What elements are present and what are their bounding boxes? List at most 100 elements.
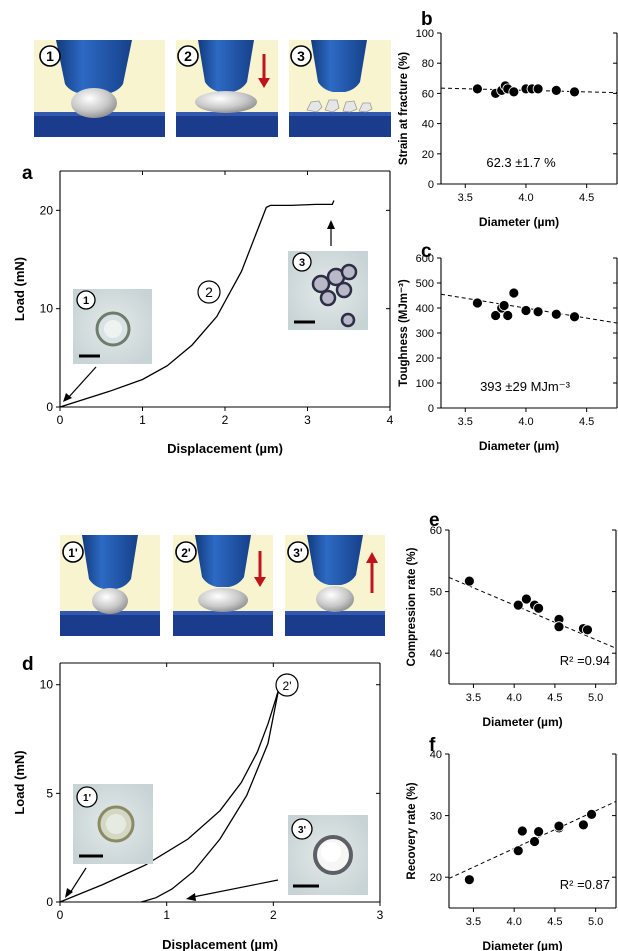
chart-d: 0 1 2 3 0 5 10 Displacement (µm) Load (mN) xyxy=(12,662,384,951)
x-tick-label: 5.0 xyxy=(588,916,603,928)
y-axis-label: Load (mN) xyxy=(12,257,27,321)
micrograph-inset-1: 1 xyxy=(73,289,152,364)
x-tick-label: 4.5 xyxy=(547,692,562,704)
y-tick-label: 0 xyxy=(46,400,53,414)
data-point xyxy=(463,575,475,587)
inset-label: 3 xyxy=(299,257,305,269)
y-tick-label: 40 xyxy=(430,749,442,761)
step-label: 2 xyxy=(184,48,192,64)
x-axis-label: Diameter (µm) xyxy=(482,715,562,729)
arrow-icon xyxy=(327,220,335,229)
x-tick-label: 0 xyxy=(57,413,64,427)
inset-label: 3' xyxy=(298,825,306,836)
x-tick-label: 4.5 xyxy=(547,916,562,928)
inset-label: 1 xyxy=(83,295,89,307)
up-arrow-icon xyxy=(366,552,378,563)
annotation-text: 62.3 ±1.7 % xyxy=(486,155,556,170)
x-axis-label: Displacement (µm) xyxy=(162,937,278,951)
indenter-tip xyxy=(56,40,132,94)
x-axis-label: Diameter (µm) xyxy=(479,215,559,229)
fragments xyxy=(306,99,373,113)
y-tick-label: 60 xyxy=(430,525,442,537)
x-tick-label: 3.5 xyxy=(466,916,481,928)
y-tick-label: 40 xyxy=(422,119,434,131)
data-point xyxy=(516,825,528,837)
y-tick-label: 300 xyxy=(416,328,434,340)
compressed-sphere xyxy=(195,91,257,113)
series-line-0 xyxy=(59,200,335,408)
data-point xyxy=(578,819,589,831)
x-tick-label: 3 xyxy=(304,413,311,427)
down-arrow-icon xyxy=(254,577,266,587)
data-point xyxy=(550,308,562,320)
panel-label-a: a xyxy=(22,163,33,184)
y-tick-label: 20 xyxy=(40,203,54,217)
x-tick-label: 3.5 xyxy=(458,416,473,428)
x-axis-label: Diameter (µm) xyxy=(482,939,562,951)
x-tick-label: 2 xyxy=(270,908,277,922)
panel-label-e: e xyxy=(429,510,440,531)
series-line-0 xyxy=(59,688,280,903)
y-axis-label: Compression rate (%) xyxy=(406,547,418,666)
y-tick-label: 40 xyxy=(430,648,442,660)
annotation-text: 393 ±29 MJm⁻³ xyxy=(480,379,571,394)
x-tick-label: 4.0 xyxy=(507,916,522,928)
x-tick-label: 0 xyxy=(57,908,64,922)
x-tick-label: 2 xyxy=(222,413,229,427)
x-tick-label: 4 xyxy=(387,413,394,427)
step-label: 1 xyxy=(46,48,54,64)
schematic-top: 1 2 3 xyxy=(34,40,391,137)
panel-label-c: c xyxy=(421,241,432,262)
x-tick-label: 5.0 xyxy=(588,692,603,704)
y-tick-label: 5 xyxy=(46,786,53,800)
x-tick-label: 1 xyxy=(139,413,146,427)
data-point xyxy=(533,826,545,838)
schematic-bottom: 1' 2' 3' xyxy=(60,535,385,636)
down-arrow-icon xyxy=(258,78,270,88)
panel-label-b: b xyxy=(421,9,433,30)
curve-annotation: 2 xyxy=(205,284,213,300)
chart-b: 3.5 4.0 4.5 0 20 40 60 80 100 Diameter (µm) Strain… xyxy=(398,28,618,229)
micrograph-inset-1p: 1' xyxy=(73,784,153,864)
x-tick-label: 4.0 xyxy=(507,692,522,704)
data-point xyxy=(520,593,532,605)
curve-annotation: 2' xyxy=(283,679,292,693)
data-point xyxy=(529,836,540,847)
data-point xyxy=(472,83,483,95)
schematic-step-1p: 1' xyxy=(60,535,160,636)
micrograph-inset-3p: 3' xyxy=(288,815,368,895)
microsphere xyxy=(71,88,117,118)
x-axis-label: Displacement (µm) xyxy=(167,441,283,456)
data-point xyxy=(472,297,483,309)
chart-a: 0 1 2 3 4 0 10 20 Displacement (µm) Load (mN) xyxy=(12,170,394,456)
y-tick-label: 10 xyxy=(40,678,54,692)
panel-label-f: f xyxy=(429,735,436,756)
y-tick-label: 50 xyxy=(430,587,442,599)
y-tick-label: 20 xyxy=(430,872,442,884)
panel-label-d: d xyxy=(22,654,34,675)
y-axis-label: Strain at fracture (%) xyxy=(398,52,410,165)
arrow-icon xyxy=(65,888,73,898)
y-tick-label: 100 xyxy=(416,28,434,40)
data-point xyxy=(582,624,593,636)
y-tick-label: 20 xyxy=(422,149,434,161)
y-axis-label: Recovery rate (%) xyxy=(406,782,418,879)
data-point xyxy=(490,310,502,321)
data-point xyxy=(512,845,524,857)
y-tick-label: 0 xyxy=(428,179,434,191)
schematic-step-3: 3 xyxy=(289,40,391,137)
arrow-icon xyxy=(63,393,72,402)
x-tick-label: 3.5 xyxy=(466,692,481,704)
trend-line xyxy=(440,293,618,324)
y-tick-label: 100 xyxy=(416,378,434,390)
y-tick-label: 60 xyxy=(422,88,434,100)
arrow-icon xyxy=(186,893,196,901)
y-tick-label: 200 xyxy=(416,353,434,365)
schematic-step-1: 1 xyxy=(34,40,165,137)
micrograph-inset-3: 3 xyxy=(288,251,368,330)
data-point xyxy=(463,874,475,886)
schematic-step-2: 2 xyxy=(176,40,278,137)
data-point xyxy=(512,599,524,611)
schematic-step-2p: 2' xyxy=(173,535,273,636)
